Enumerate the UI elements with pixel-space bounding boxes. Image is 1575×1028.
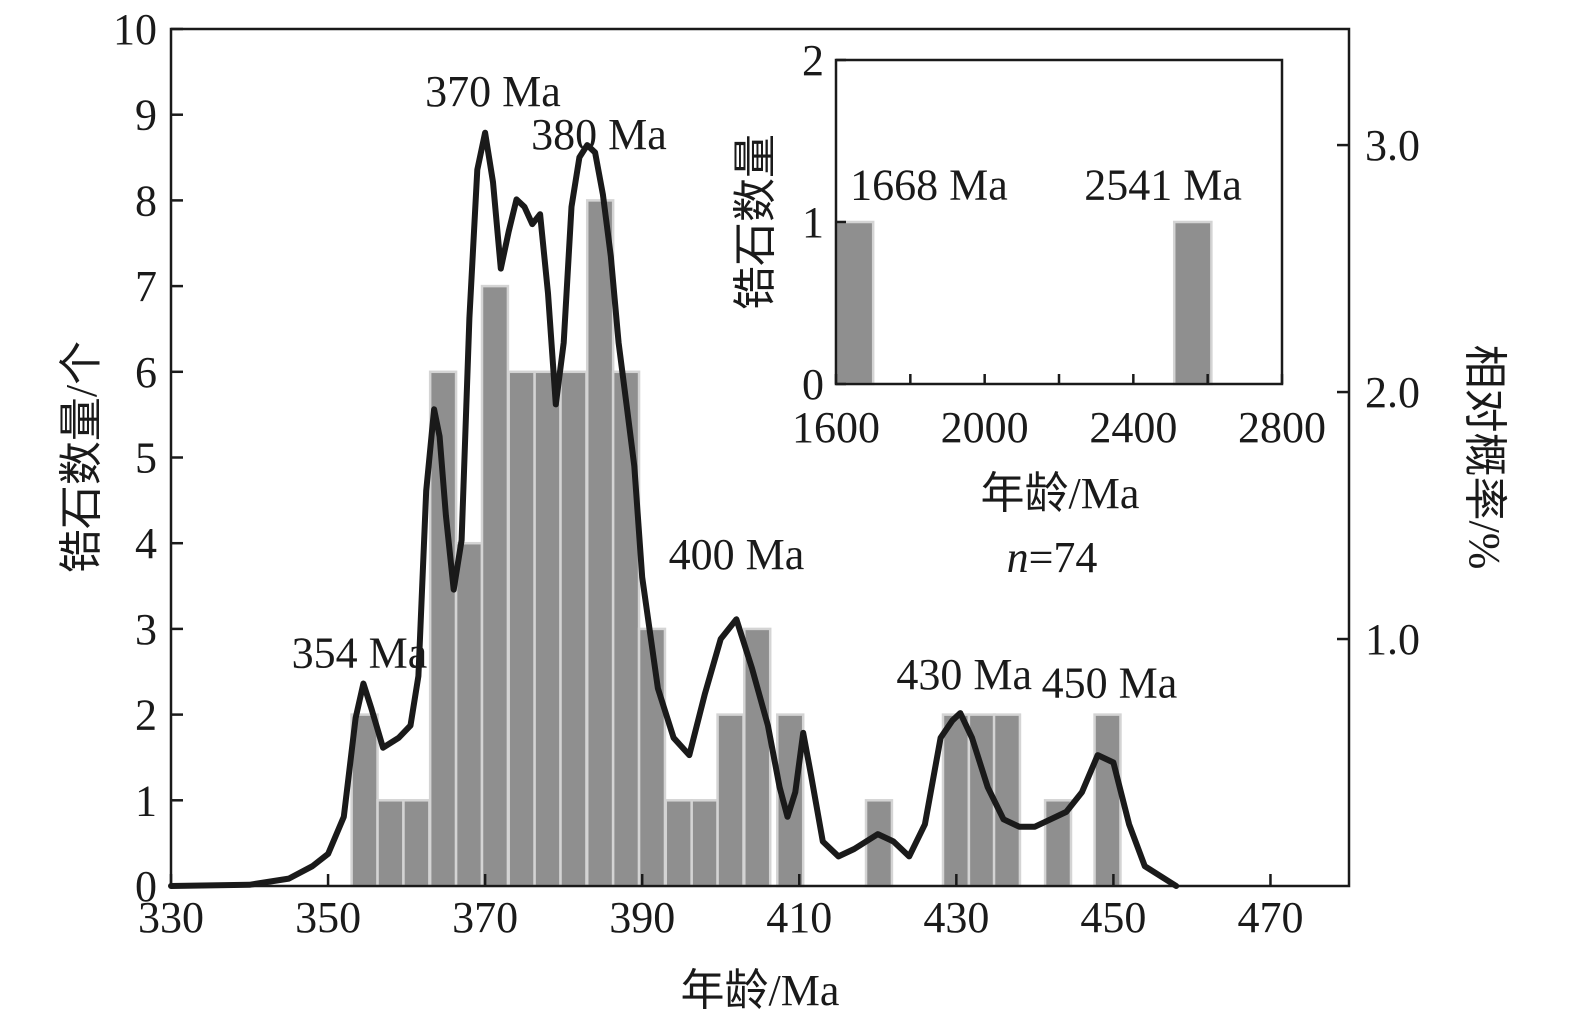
inset-chart: 1600 2000 2400 2800 0 1 2 1668 Ma 2541 Ma 年龄/M… bbox=[731, 36, 1326, 582]
sample-count: n=74 bbox=[1007, 533, 1098, 582]
main-y2-axis: 1.0 2.0 3.0 bbox=[1337, 121, 1420, 664]
inset-y-axis-title: 锆石数量 bbox=[731, 134, 780, 310]
y-tick-label: 3 bbox=[135, 605, 157, 654]
main-x-axis: 330 350 370 390 410 430 450 470 bbox=[138, 874, 1303, 942]
y-tick-label: 9 bbox=[135, 91, 157, 140]
histogram-bar bbox=[1093, 713, 1122, 888]
histogram-bar bbox=[480, 284, 510, 888]
peak-label: 450 Ma bbox=[1042, 658, 1178, 707]
y-axis-title: 锆石数量/个 bbox=[57, 341, 106, 573]
inset-y-tick-label: 1 bbox=[802, 198, 824, 247]
histogram-bar bbox=[941, 713, 971, 888]
histogram-bar bbox=[664, 799, 693, 888]
histogram-bar bbox=[585, 199, 615, 888]
y-tick-label: 7 bbox=[135, 262, 157, 311]
inset-x-axis-title: 年龄/Ma bbox=[981, 469, 1140, 518]
inset-peak-labels: 1668 Ma 2541 Ma bbox=[850, 160, 1242, 209]
inset-x-tick-label: 1600 bbox=[792, 403, 880, 452]
inset-x-tick-label: 2800 bbox=[1238, 403, 1326, 452]
histogram-bar bbox=[611, 370, 641, 888]
main-y-axis: 0 1 2 3 4 5 6 7 8 9 10 bbox=[113, 5, 183, 911]
peak-label: 370 Ma bbox=[425, 67, 561, 116]
peak-label: 430 Ma bbox=[896, 650, 1032, 699]
y2-axis-title: 相对概率/% bbox=[1460, 345, 1509, 570]
histogram-bar bbox=[716, 713, 745, 888]
histogram-bar bbox=[559, 370, 588, 888]
histogram-bar bbox=[507, 370, 536, 888]
x-axis-title: 年龄/Ma bbox=[681, 966, 840, 1015]
main-bars bbox=[350, 199, 1122, 888]
peak-label: 380 Ma bbox=[531, 110, 667, 159]
inset-bars bbox=[834, 220, 1213, 386]
y-tick-label: 8 bbox=[135, 176, 157, 225]
histogram-bar bbox=[454, 541, 484, 888]
inset-peak-label: 2541 Ma bbox=[1084, 160, 1242, 209]
y-tick-label: 10 bbox=[113, 5, 157, 54]
sample-count-n: n bbox=[1007, 533, 1029, 582]
histogram-bar bbox=[533, 370, 562, 888]
x-tick-label: 410 bbox=[766, 893, 832, 942]
y-tick-label: 5 bbox=[135, 434, 157, 483]
histogram-bar bbox=[402, 799, 431, 888]
y2-tick-label: 3.0 bbox=[1365, 121, 1420, 170]
histogram-bar bbox=[992, 713, 1022, 888]
y-tick-label: 1 bbox=[135, 776, 157, 825]
inset-x-tick-label: 2400 bbox=[1089, 403, 1177, 452]
x-tick-label: 330 bbox=[138, 893, 204, 942]
y2-tick-label: 1.0 bbox=[1365, 615, 1420, 664]
histogram-bar bbox=[690, 799, 719, 888]
probability-curve bbox=[168, 129, 1180, 889]
inset-histogram-bar bbox=[834, 220, 875, 386]
inset-peak-label: 1668 Ma bbox=[850, 160, 1008, 209]
inset-histogram-bar bbox=[1172, 220, 1213, 386]
inset-y-tick-label: 0 bbox=[802, 360, 824, 409]
x-tick-label: 370 bbox=[452, 893, 518, 942]
x-tick-label: 470 bbox=[1237, 893, 1303, 942]
x-tick-label: 350 bbox=[295, 893, 361, 942]
inset-y-tick-label: 2 bbox=[802, 36, 824, 85]
x-tick-label: 450 bbox=[1080, 893, 1146, 942]
x-tick-label: 430 bbox=[923, 893, 989, 942]
y-tick-label: 0 bbox=[135, 862, 157, 911]
y2-tick-label: 2.0 bbox=[1365, 368, 1420, 417]
histogram-bar bbox=[376, 799, 405, 888]
peak-label: 400 Ma bbox=[669, 530, 805, 579]
histogram-bar bbox=[864, 799, 894, 888]
inset-x-tick-label: 2000 bbox=[941, 403, 1029, 452]
y-tick-label: 2 bbox=[135, 691, 157, 740]
inset-plot-frame bbox=[834, 58, 1284, 386]
inset-y-axis: 0 1 2 bbox=[802, 36, 846, 409]
histogram-bar bbox=[743, 627, 772, 888]
peak-label: 354 Ma bbox=[292, 628, 428, 677]
sample-count-value: =74 bbox=[1029, 533, 1098, 582]
inset-x-axis: 1600 2000 2400 2800 bbox=[792, 374, 1326, 452]
y-tick-label: 4 bbox=[135, 519, 157, 568]
y-tick-label: 6 bbox=[135, 348, 157, 397]
x-tick-label: 390 bbox=[609, 893, 675, 942]
